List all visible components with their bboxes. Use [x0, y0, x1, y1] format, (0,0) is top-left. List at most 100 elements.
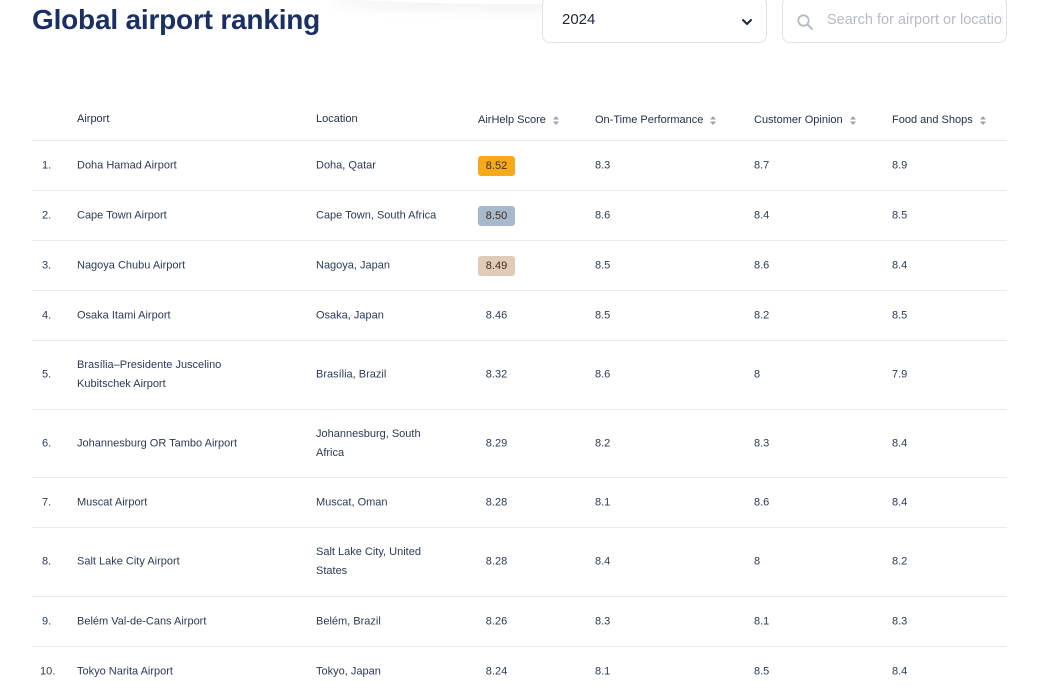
score-value: 8.26 [485, 615, 508, 627]
airport-link[interactable]: Johannesburg OR Tambo Airport [77, 437, 237, 449]
search-box[interactable] [782, 0, 1007, 43]
location-cell: Cape Town, South Africa [316, 209, 437, 221]
ontime-cell: 8.1 [595, 665, 611, 678]
score-value: 8.32 [485, 368, 508, 381]
location-cell: Brasília, Brazil [316, 368, 387, 381]
food-cell: 8.4 [892, 437, 908, 449]
sort-icon [849, 115, 856, 125]
score-cell: 8.29 [478, 434, 515, 453]
food-cell: 8.5 [892, 209, 908, 221]
rank-cell: 6. [42, 437, 52, 449]
food-cell: 8.3 [892, 615, 908, 627]
table-row[interactable]: 5. Brasília–Presidente Juscelino Kubitsc… [32, 341, 1007, 410]
ontime-cell: 8.3 [595, 615, 611, 627]
rank-cell: 9. [42, 615, 52, 627]
ontime-cell: 8.6 [595, 368, 611, 381]
column-header-food-label: Food and Shops [892, 114, 973, 126]
rank-cell: 1. [42, 159, 52, 171]
table-row[interactable]: 3. Nagoya Chubu Airport Nagoya, Japan 8.… [32, 241, 1007, 291]
food-cell: 8.9 [892, 159, 908, 171]
table-row[interactable]: 2. Cape Town Airport Cape Town, South Af… [32, 191, 1007, 241]
table-row[interactable]: 10. Tokyo Narita Airport Tokyo, Japan 8.… [32, 647, 1007, 687]
column-header-score[interactable]: AirHelp Score [478, 114, 559, 126]
airport-link[interactable]: Nagoya Chubu Airport [77, 259, 186, 271]
airport-link[interactable]: Salt Lake City Airport [77, 555, 180, 568]
table-header: Airport Location AirHelp Score On-Time P… [32, 96, 1007, 141]
location-cell: Belém, Brazil [316, 615, 381, 627]
rank-cell: 10. [40, 665, 56, 678]
ontime-cell: 8.5 [595, 259, 611, 271]
airport-link[interactable]: Doha Hamad Airport [77, 159, 177, 171]
score-cell: 8.50 [478, 205, 515, 226]
column-header-airport-label: Airport [77, 113, 110, 125]
opinion-cell: 8.3 [754, 437, 770, 449]
ontime-cell: 8.3 [595, 159, 611, 171]
airport-link[interactable]: Muscat Airport [77, 496, 148, 508]
food-cell: 8.2 [892, 555, 908, 568]
airport-link[interactable]: Cape Town Airport [77, 209, 167, 221]
column-header-airport: Airport [77, 113, 109, 125]
airport-link[interactable]: Osaka Itami Airport [77, 309, 171, 321]
score-value: 8.28 [485, 555, 508, 568]
opinion-cell: 8.5 [754, 665, 770, 678]
location-cell: Tokyo, Japan [316, 665, 381, 678]
column-header-opinion-label: Customer Opinion [754, 114, 843, 126]
rank-cell: 5. [42, 368, 52, 381]
silver-score-badge: 8.50 [478, 205, 515, 226]
score-value: 8.24 [485, 665, 508, 678]
column-header-location-label: Location [316, 113, 358, 125]
ontime-cell: 8.2 [595, 437, 611, 449]
ranking-table: Airport Location AirHelp Score On-Time P… [32, 96, 1007, 687]
location-cell: Salt Lake City, United States [316, 546, 421, 577]
opinion-cell: 8.4 [754, 209, 770, 221]
year-select-value: 2024 [562, 11, 596, 28]
food-cell: 8.4 [892, 496, 908, 508]
search-input[interactable] [827, 7, 1003, 33]
rank-cell: 8. [42, 555, 52, 568]
chevron-down-icon [742, 19, 752, 25]
opinion-cell: 8.6 [754, 259, 770, 271]
sort-icon [710, 115, 717, 125]
score-cell: 8.46 [478, 306, 515, 325]
page-title: Global airport ranking [32, 4, 321, 35]
ontime-cell: 8.6 [595, 209, 611, 221]
score-cell: 8.28 [478, 493, 515, 512]
rank-cell: 3. [42, 259, 52, 271]
ontime-cell: 8.5 [595, 309, 611, 321]
score-value: 8.28 [485, 496, 508, 508]
column-header-ontime[interactable]: On-Time Performance [595, 114, 717, 126]
score-cell: 8.32 [478, 366, 515, 385]
table-row[interactable]: 1. Doha Hamad Airport Doha, Qatar 8.52 8… [32, 141, 1007, 191]
food-cell: 8.4 [892, 259, 908, 271]
food-cell: 8.5 [892, 309, 908, 321]
table-row[interactable]: 9. Belém Val-de-Cans Airport Belém, Braz… [32, 597, 1007, 647]
score-cell: 8.49 [478, 255, 515, 276]
table-row[interactable]: 7. Muscat Airport Muscat, Oman 8.28 8.1 … [32, 478, 1007, 528]
food-cell: 7.9 [892, 368, 908, 381]
year-select[interactable]: 2024 [542, 0, 767, 43]
score-value: 8.29 [485, 437, 508, 449]
opinion-cell: 8 [754, 368, 761, 381]
location-cell: Doha, Qatar [316, 159, 376, 171]
bronze-score-badge: 8.49 [478, 255, 515, 276]
table-row[interactable]: 8. Salt Lake City Airport Salt Lake City… [32, 528, 1007, 597]
opinion-cell: 8 [754, 555, 761, 568]
ontime-cell: 8.1 [595, 496, 611, 508]
airport-link[interactable]: Tokyo Narita Airport [77, 665, 173, 678]
airport-link[interactable]: Belém Val-de-Cans Airport [77, 615, 207, 627]
location-cell: Muscat, Oman [316, 496, 388, 508]
column-header-opinion[interactable]: Customer Opinion [754, 114, 856, 126]
column-header-ontime-label: On-Time Performance [595, 114, 704, 126]
column-header-food[interactable]: Food and Shops [892, 114, 986, 126]
column-header-location: Location [316, 113, 358, 125]
location-cell: Osaka, Japan [316, 309, 384, 321]
table-row[interactable]: 6. Johannesburg OR Tambo Airport Johanne… [32, 410, 1007, 478]
search-icon [797, 14, 813, 30]
score-cell: 8.26 [478, 612, 515, 631]
rank-cell: 2. [42, 209, 52, 221]
sort-icon [979, 115, 986, 125]
table-row[interactable]: 4. Osaka Itami Airport Osaka, Japan 8.46… [32, 291, 1007, 341]
location-cell: Johannesburg, South Africa [316, 427, 421, 459]
rank-cell: 7. [42, 496, 52, 508]
airport-link[interactable]: Brasília–Presidente Juscelino Kubitschek… [77, 359, 222, 390]
